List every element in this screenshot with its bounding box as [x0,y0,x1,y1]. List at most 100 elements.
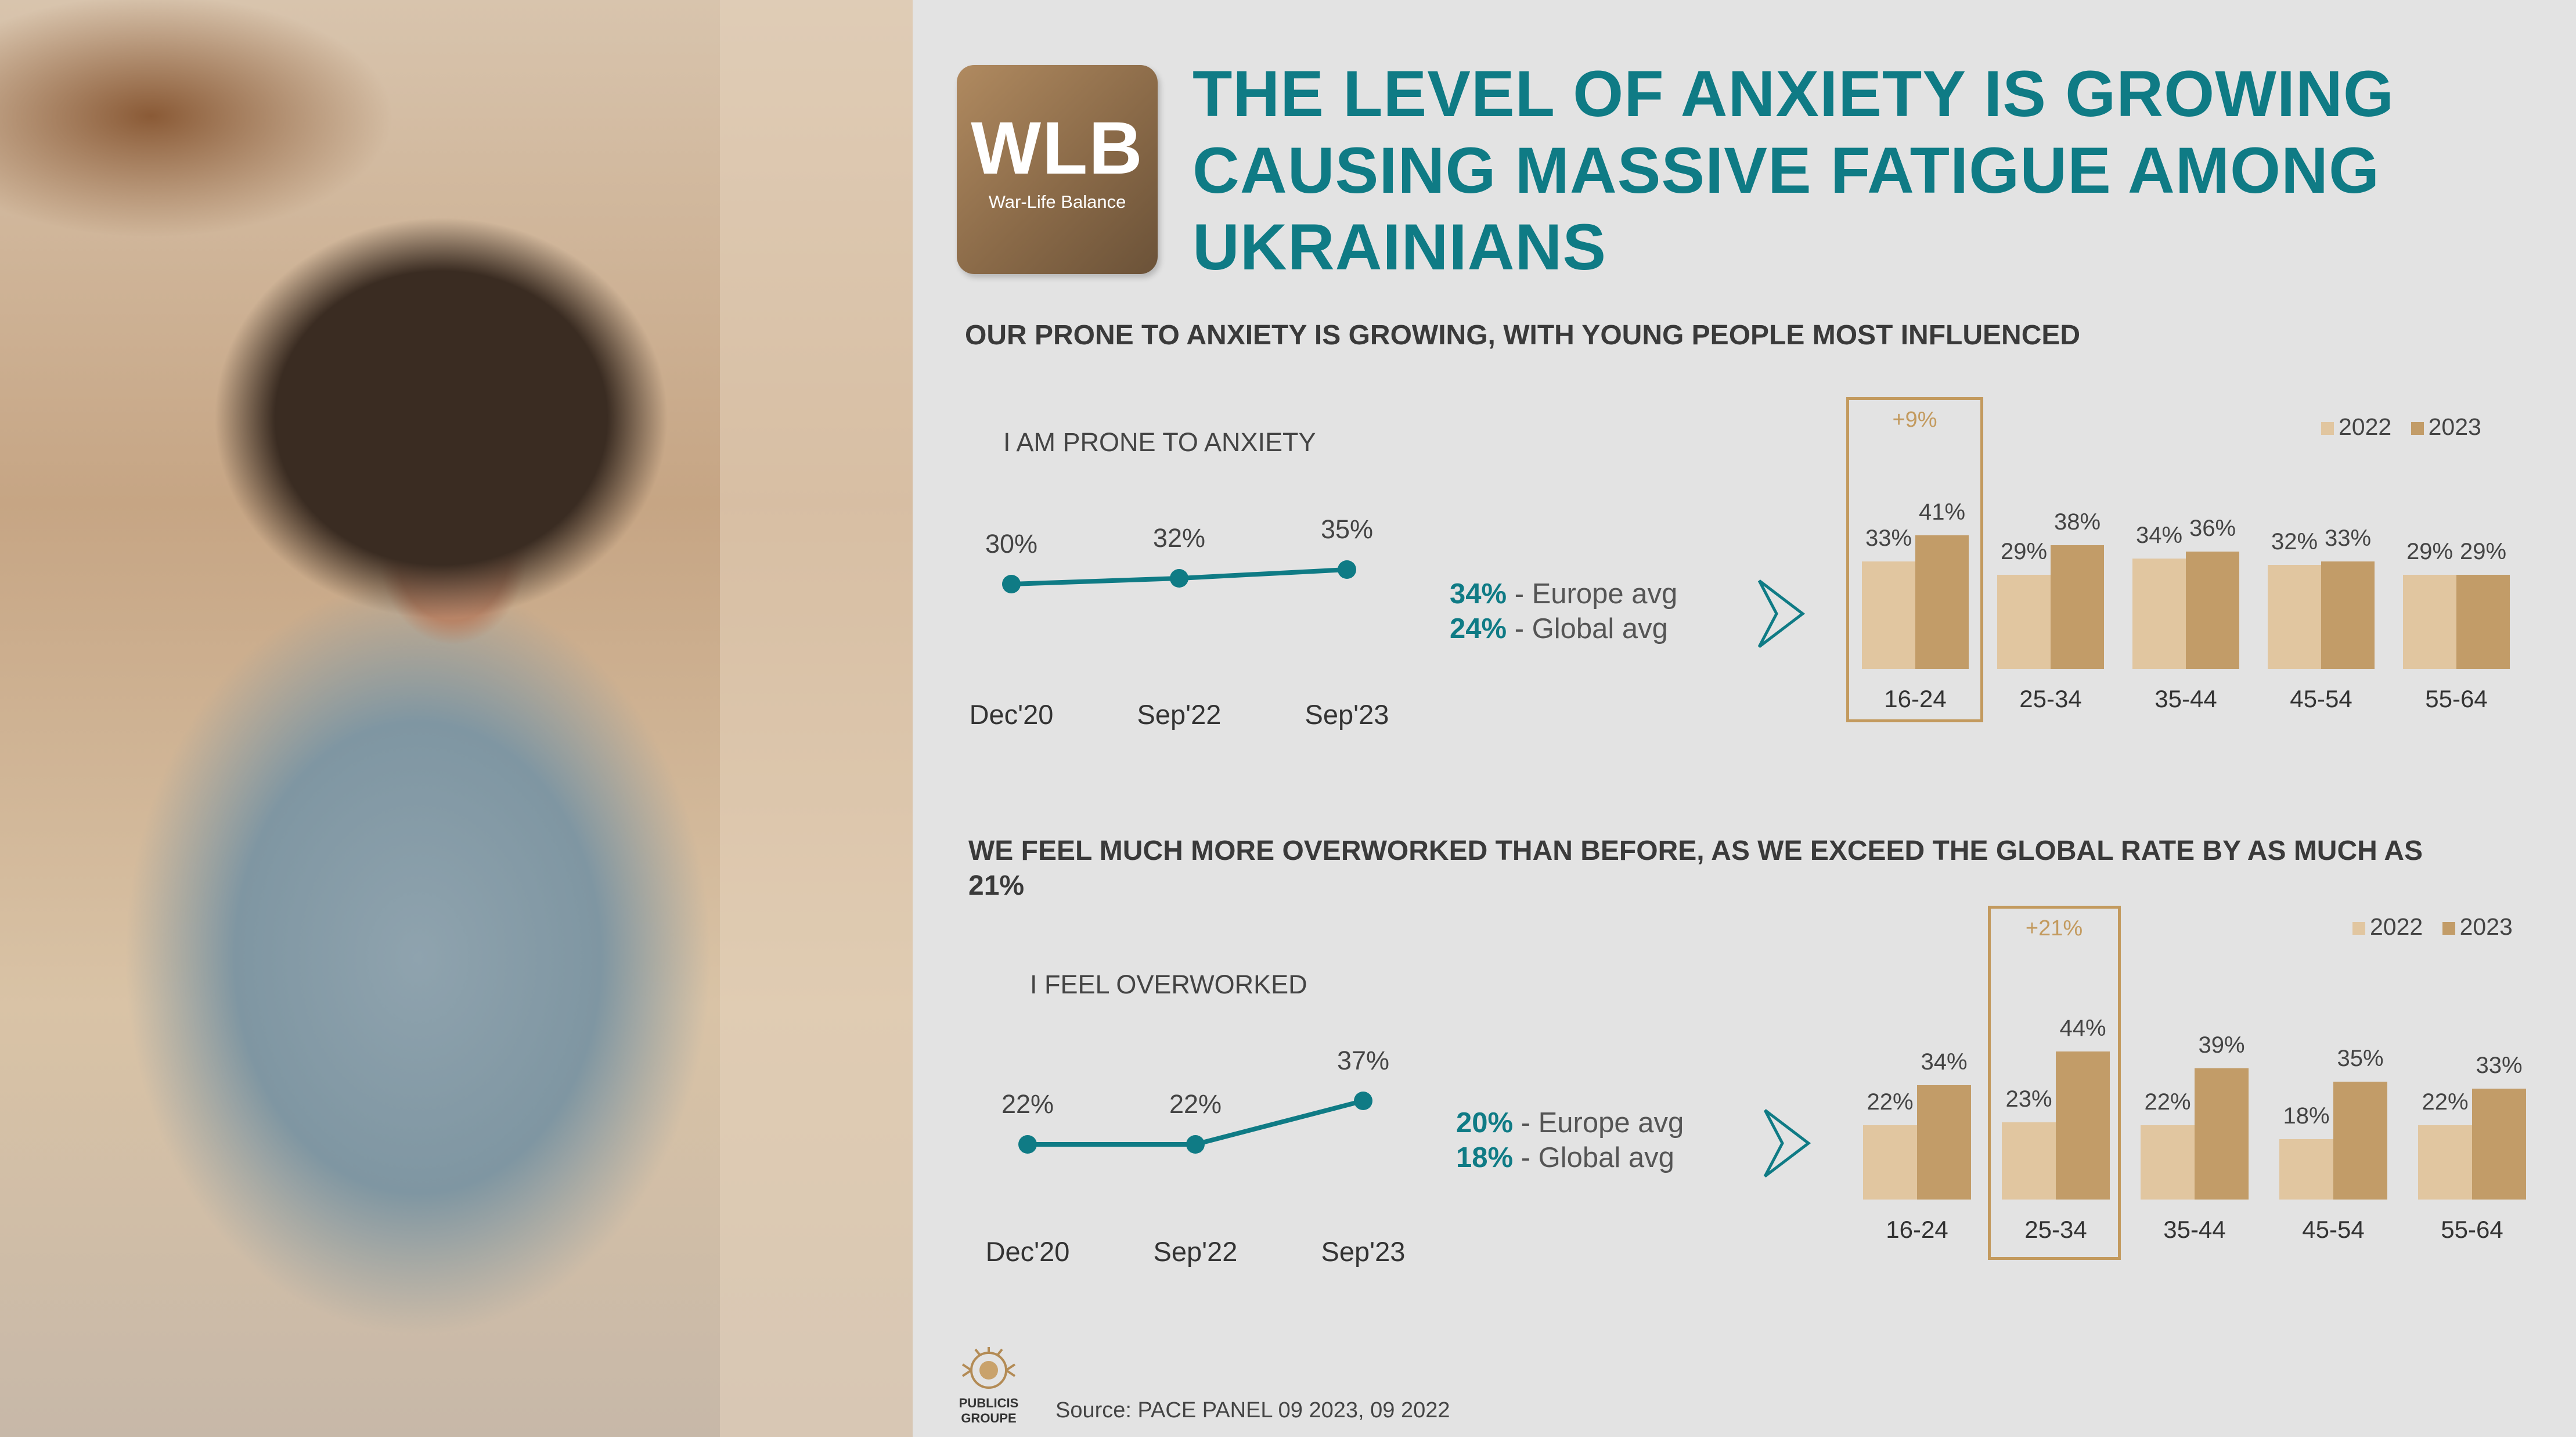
trend-1-value: 32% [1152,523,1206,553]
trend-2-value: 37% [1336,1046,1390,1075]
trend-2-point [1354,1092,1372,1110]
bar-value-label: 33% [2324,525,2372,552]
bar-value-label: 44% [2059,1015,2106,1041]
category-label: 55-64 [2441,1216,2503,1243]
bar-2023-35-44 [2186,552,2239,669]
section-1-global-avg: 24% - Global avg [1450,613,1668,644]
bar-value-label: 22% [2422,1089,2469,1115]
section-1-metric: I AM PRONE TO ANXIETY [1003,427,1316,457]
legend-swatch-2022 [2321,422,2334,435]
trend-1-tick: Sep'22 [1137,699,1222,730]
trend-1-line-segment [1011,576,1180,586]
bar-value-label: 33% [1865,525,1912,552]
bar-2022-25-34 [2002,1122,2056,1200]
bar-2022-25-34 [1997,574,2051,669]
category-label: 35-44 [2163,1216,2226,1243]
section-1-heading: OUR PRONE TO ANXIETY IS GROWING, WITH YO… [965,320,2081,351]
publicis-line-1: PUBLICIS [959,1396,1019,1410]
trend-2-point [1186,1135,1205,1154]
wlb-logo: WLB War-Life Balance [957,65,1158,274]
legend-swatch-2023 [2411,422,2424,435]
highlight-box-16-24 [1846,397,1983,722]
trend-2-value: 22% [1001,1089,1054,1119]
bar-value-label: 34% [2135,522,2183,548]
trend-1-tick: Sep'23 [1305,699,1389,730]
bar-value-label: 29% [2459,538,2507,564]
photo-overlay-strip [720,0,913,1437]
page-title: THE LEVEL OF ANXIETY IS GROWING CAUSING … [1192,57,2395,283]
chevron-right-icon [1763,1109,1811,1177]
trend-1-tick: Dec'20 [969,699,1054,730]
bar-2023-25-34 [2051,545,2104,669]
lion-emblem-icon [961,1347,1016,1389]
category-label: 45-54 [2302,1216,2365,1243]
bar-2022-55-64 [2403,574,2456,669]
logo-sub-text: War-Life Balance [988,192,1126,212]
legend-label: 2023 [2428,413,2481,440]
bar-value-label: 22% [2144,1089,2191,1115]
legend-label: 2022 [2370,913,2423,940]
bar-2023-45-54 [2333,1082,2387,1200]
section-2-europe-avg: 20% - Europe avg [1456,1107,1684,1139]
trend-2-tick: Sep'23 [1321,1236,1406,1267]
trend-1-point [1170,569,1188,588]
trend-2-line-segment [1194,1099,1364,1147]
bar-2023-25-34 [2056,1051,2110,1200]
category-label: 55-64 [2425,685,2488,712]
bar-value-label: 34% [1921,1049,1968,1075]
bar-2022-16-24 [1863,1125,1917,1200]
section-1-europe-avg: 34% - Europe avg [1450,578,1678,610]
legend-1: 2022 2023 [2321,413,2481,441]
bar-value-label: 22% [1867,1089,1914,1115]
source-note: Source: PACE PANEL 09 2023, 09 2022 [1055,1398,1450,1422]
category-label: 16-24 [1884,685,1947,712]
category-label: 16-24 [1886,1216,1948,1243]
legend-label: 2022 [2339,413,2392,440]
section-2-heading: WE FEEL MUCH MORE OVERWORKED THAN BEFORE… [968,835,2423,901]
category-label: 25-34 [2024,1216,2087,1243]
trend-1-value: 35% [1320,514,1374,544]
trend-1-value: 30% [985,529,1038,559]
bar-value-label: 18% [2283,1103,2330,1129]
chevron-right-icon [1757,579,1806,648]
bar-value-label: 39% [2198,1032,2245,1058]
bar-value-label: 33% [2476,1052,2523,1078]
bar-value-label: 41% [1918,499,1966,525]
highlight-delta-1: +9% [1892,408,1937,432]
bar-value-label: 32% [2271,528,2318,554]
highlight-box-25-34 [1988,906,2121,1260]
section-2-metric: I FEEL OVERWORKED [1030,970,1307,999]
legend-swatch-2022 [2352,922,2365,935]
bar-2023-55-64 [2472,1088,2526,1200]
bar-value-label: 29% [2000,538,2048,564]
trend-1-line-segment [1179,567,1348,581]
hero-photo [0,0,913,1437]
trend-2-tick: Sep'22 [1153,1236,1238,1267]
bar-2022-45-54 [2279,1139,2333,1200]
bar-value-label: 23% [2005,1086,2052,1112]
bar-value-label: 35% [2337,1046,2384,1071]
category-label: 45-54 [2290,685,2352,712]
trend-1-point [1338,560,1356,579]
bar-2023-45-54 [2321,561,2375,669]
trend-2-tick: Dec'20 [985,1236,1070,1267]
bar-2022-55-64 [2418,1125,2472,1200]
legend-label: 2023 [2459,913,2513,940]
category-label: 25-34 [2019,685,2082,712]
section-2-global-avg: 18% - Global avg [1456,1142,1674,1173]
trend-2-value: 22% [1169,1089,1222,1119]
bar-2023-35-44 [2195,1068,2249,1200]
legend-2: 2022 2023 [2352,913,2513,941]
category-label: 35-44 [2155,685,2217,712]
highlight-delta-2: +21% [2025,916,2083,941]
bar-2023-55-64 [2456,574,2510,669]
trend-1-point [1002,575,1021,593]
trend-chart-1 [1002,560,1356,593]
bar-value-label: 29% [2406,538,2453,564]
bar-2023-16-24 [1915,535,1969,669]
publicis-line-2: GROUPE [961,1411,1017,1425]
bar-value-label: 36% [2189,516,2236,542]
bar-2023-16-24 [1917,1085,1971,1200]
bar-2022-16-24 [1862,561,1915,669]
logo-main-text: WLB [971,107,1144,190]
